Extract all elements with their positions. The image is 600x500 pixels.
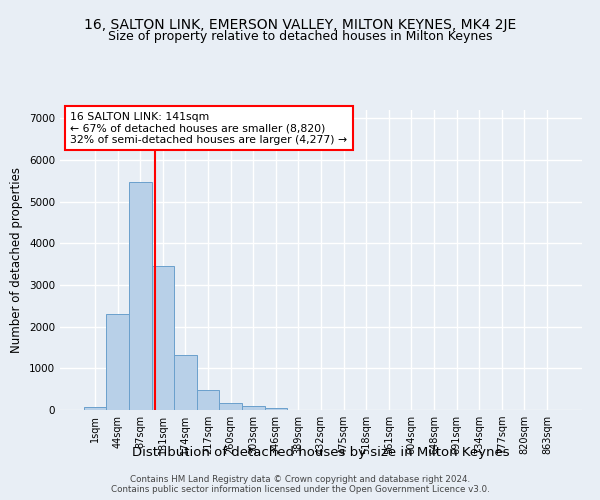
Text: 16, SALTON LINK, EMERSON VALLEY, MILTON KEYNES, MK4 2JE: 16, SALTON LINK, EMERSON VALLEY, MILTON … — [84, 18, 516, 32]
Bar — [174, 355, 197, 410]
Text: 16 SALTON LINK: 141sqm
← 67% of detached houses are smaller (8,820)
32% of semi-: 16 SALTON LINK: 141sqm ← 67% of detached… — [70, 112, 347, 144]
Text: Size of property relative to detached houses in Milton Keynes: Size of property relative to detached ho… — [108, 30, 492, 43]
Bar — [197, 390, 220, 410]
Text: Contains public sector information licensed under the Open Government Licence v3: Contains public sector information licen… — [110, 484, 490, 494]
Bar — [152, 266, 174, 410]
Bar — [220, 404, 242, 410]
Bar — [106, 314, 129, 410]
Bar — [84, 406, 106, 410]
Text: Contains HM Land Registry data © Crown copyright and database right 2024.: Contains HM Land Registry data © Crown c… — [130, 476, 470, 484]
Bar — [242, 406, 265, 410]
Bar — [129, 182, 152, 410]
Bar — [265, 408, 287, 410]
Y-axis label: Number of detached properties: Number of detached properties — [10, 167, 23, 353]
Text: Distribution of detached houses by size in Milton Keynes: Distribution of detached houses by size … — [132, 446, 510, 459]
